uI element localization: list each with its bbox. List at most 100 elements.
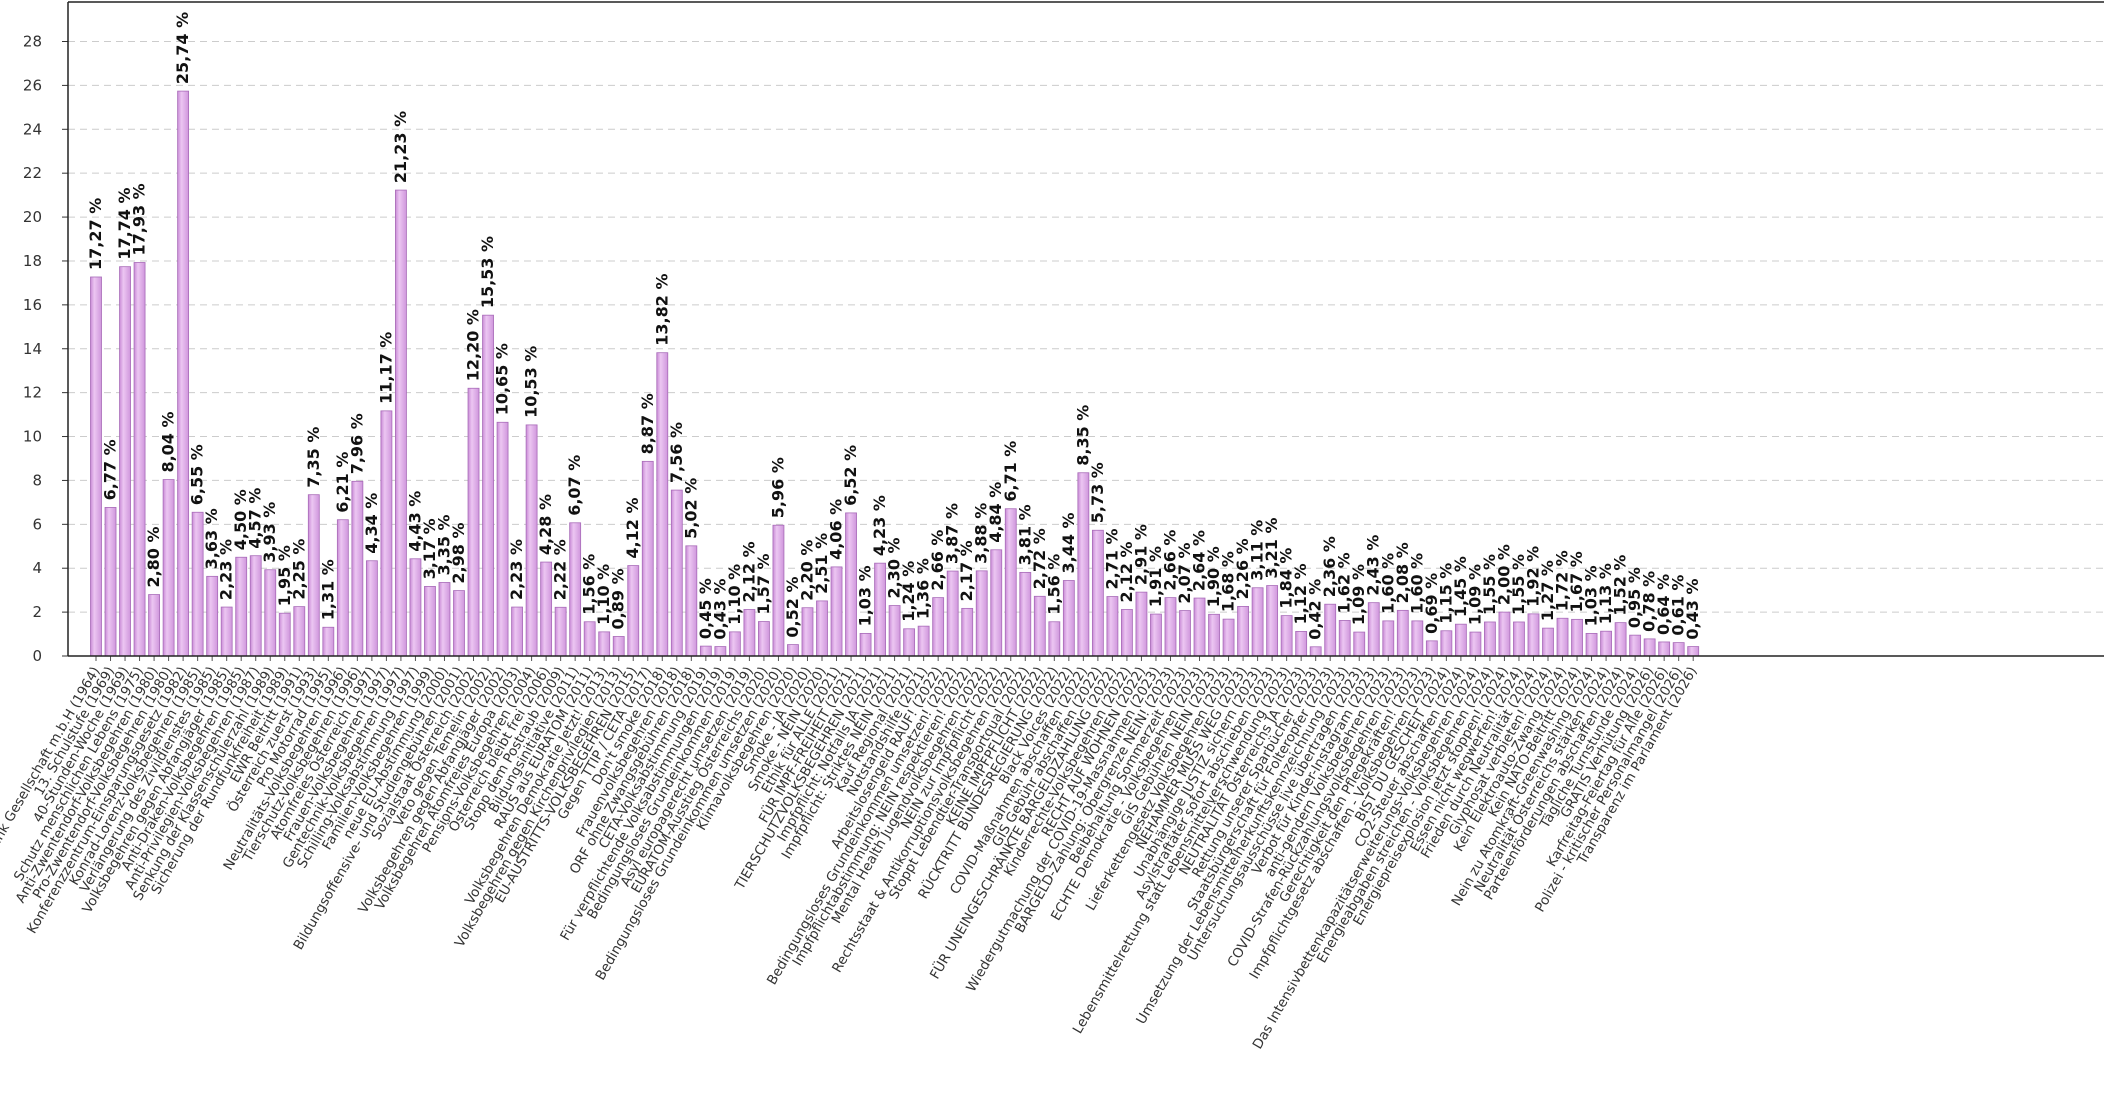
data-label: 2,26 % — [1233, 538, 1252, 599]
data-label: 0,43 % — [710, 578, 729, 639]
bar — [975, 570, 988, 657]
data-label: 1,95 % — [275, 545, 294, 606]
data-label: 0,42 % — [1306, 579, 1325, 640]
bar — [438, 582, 451, 657]
bar — [1600, 630, 1612, 657]
bar — [1208, 613, 1220, 657]
data-label: 2,91 % — [1131, 524, 1150, 585]
data-label: 17,93 % — [130, 183, 149, 255]
y-tick-label: 12 — [23, 384, 42, 402]
bar — [235, 556, 248, 657]
data-label: 17,74 % — [115, 187, 134, 259]
data-label: 15,53 % — [478, 236, 497, 308]
bar — [743, 609, 756, 657]
bar — [1469, 631, 1482, 657]
data-label: 4,43 % — [405, 491, 424, 552]
bar — [336, 519, 349, 657]
data-label: 5,96 % — [768, 457, 787, 518]
plot-frame — [67, 1, 2104, 657]
y-tick-label: 18 — [23, 252, 42, 270]
data-label: 1,27 % — [1538, 560, 1557, 621]
data-label: 2,12 % — [1117, 541, 1136, 602]
grid-lines — [68, 41, 2104, 613]
data-label: 1,12 % — [1291, 563, 1310, 624]
bar — [903, 628, 916, 657]
data-label: 1,10 % — [725, 564, 744, 625]
bar — [278, 612, 291, 657]
bar — [641, 460, 654, 657]
data-label: 0,64 % — [1654, 574, 1673, 635]
bar — [1484, 621, 1496, 657]
bar — [1237, 606, 1249, 657]
data-label: 7,35 % — [304, 427, 323, 488]
bar — [801, 607, 814, 657]
bar — [1222, 618, 1235, 657]
data-label: 8,35 % — [1073, 405, 1092, 466]
data-label: 17,27 % — [86, 198, 105, 270]
data-label: 2,00 % — [1494, 544, 1513, 605]
bar — [1556, 617, 1569, 657]
data-label: 2,80 % — [144, 526, 163, 587]
bar — [1498, 611, 1511, 657]
bar — [1542, 627, 1554, 657]
bar — [424, 586, 436, 657]
data-label: 1,90 % — [1204, 546, 1223, 607]
bar — [758, 621, 770, 657]
data-label: 0,45 % — [696, 578, 715, 639]
data-label: 12,20 % — [464, 309, 483, 381]
data-label: 4,12 % — [623, 498, 642, 559]
bar — [787, 644, 799, 657]
data-label: 6,77 % — [101, 439, 120, 500]
y-tick-label: 0 — [32, 647, 42, 665]
bar — [1425, 640, 1438, 657]
bar — [1440, 630, 1453, 657]
y-tick-label: 14 — [23, 340, 42, 358]
data-label: 5,02 % — [681, 478, 700, 539]
data-label: 8,04 % — [159, 411, 178, 472]
value-labels: 17,27 % 6,77 % 17,74 %17,93 % 2,80 % 8,04 % 2… — [86, 12, 1702, 640]
data-label: 0,43 % — [1683, 578, 1702, 639]
bar — [699, 645, 712, 657]
data-label: 6,21 % — [333, 452, 352, 513]
bar — [1251, 587, 1264, 657]
y-tick-label: 28 — [23, 33, 42, 51]
data-label: 7,56 % — [667, 422, 686, 483]
data-label: 0,95 % — [1625, 567, 1644, 628]
bar — [1048, 621, 1061, 657]
data-label: 7,96 % — [347, 413, 366, 474]
bar — [104, 507, 117, 657]
data-label: 1,52 % — [1611, 555, 1630, 616]
data-label: 1,84 % — [1277, 548, 1296, 609]
data-label: 6,55 % — [188, 444, 207, 505]
bar — [816, 600, 828, 657]
data-label: 1,91 % — [1146, 546, 1165, 607]
data-label: 1,67 % — [1567, 551, 1586, 612]
data-label: 4,23 % — [870, 495, 889, 556]
bar — [1629, 634, 1642, 657]
data-label: 2,64 % — [1190, 530, 1209, 591]
bar — [511, 606, 523, 657]
data-label: 2,17 % — [957, 540, 976, 601]
bar — [119, 266, 131, 657]
bar — [1164, 597, 1177, 657]
bar — [1643, 638, 1656, 657]
data-label: 2,23 % — [217, 539, 236, 600]
data-label: 1,10 % — [594, 564, 613, 625]
bar — [714, 646, 727, 657]
bar — [1062, 580, 1075, 657]
data-label: 1,24 % — [899, 561, 918, 622]
data-label: 2,20 % — [797, 540, 816, 601]
bar — [583, 621, 596, 657]
data-label: 25,74 % — [173, 12, 192, 84]
bar — [1454, 623, 1467, 657]
bar — [598, 631, 611, 657]
bar — [1106, 596, 1119, 657]
bar — [1179, 610, 1191, 657]
data-label: 2,12 % — [739, 541, 758, 602]
bar — [322, 626, 335, 657]
data-label: 6,71 % — [1001, 441, 1020, 502]
y-tick-label: 6 — [32, 515, 42, 533]
data-label: 4,50 % — [231, 489, 250, 550]
data-label: 0,69 % — [1422, 573, 1441, 634]
bar — [612, 636, 625, 657]
